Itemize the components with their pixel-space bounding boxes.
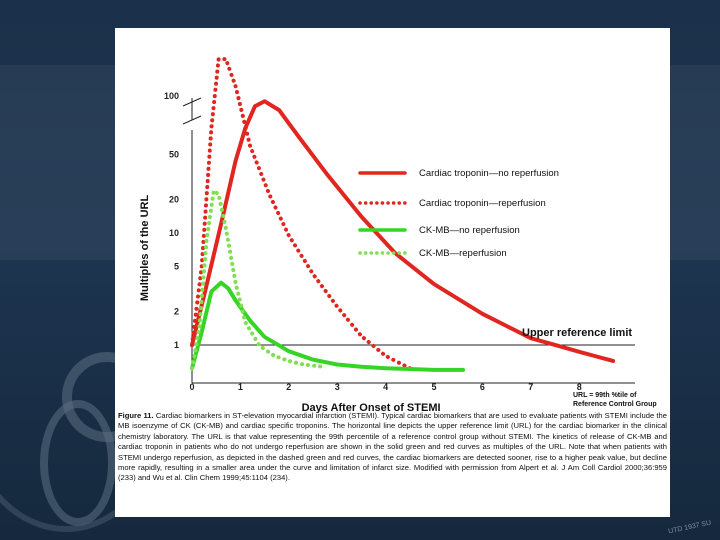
y-axis-label: Multiples of the URL: [139, 195, 151, 302]
url-note: URL = 99th %tile of: [573, 392, 637, 399]
axis-break-mark: [182, 115, 202, 125]
legend-entry: Cardiac troponin—reperfusion: [419, 198, 546, 209]
series-cardiac-troponin-no-reperfusion-line: [190, 99, 616, 363]
x-tick-label: 8: [577, 382, 582, 392]
figure-caption: Figure 11. Cardiac biomarkers in ST-elev…: [115, 411, 670, 484]
seal-stamp: UTD 1937 SU: [667, 519, 712, 536]
x-tick-label: 1: [238, 382, 243, 392]
biomarker-chart: 1 2 5 10 20 50 100 0 1 2 3 4 5 6 7 8 Cardiac troponin—n…: [139, 57, 657, 413]
x-tick-label: 3: [335, 382, 340, 392]
y-tick-label: 2: [174, 306, 179, 316]
y-tick-label: 100: [164, 91, 179, 101]
upper-reference-limit-label: Upper reference limit: [522, 327, 632, 339]
axis-break-mark: [182, 97, 202, 107]
series-ck-mb-no-reperfusion-line: [190, 280, 466, 372]
caption-label: Figure 11.: [118, 411, 154, 420]
url-note: Reference Control Group: [573, 401, 657, 408]
x-axis-label: Days After Onset of STEMI: [302, 402, 441, 413]
figure-slide: 1 2 5 10 20 50 100 0 1 2 3 4 5 6 7 8 Cardiac troponin—n…: [115, 28, 670, 517]
legend-entry: Cardiac troponin—no reperfusion: [419, 168, 559, 179]
caption-text: Cardiac biomarkers in ST-elevation myoca…: [118, 411, 667, 483]
x-tick-label: 2: [286, 382, 291, 392]
legend-entry: CK-MB—reperfusion: [419, 248, 507, 259]
y-tick-label: 20: [169, 194, 179, 204]
y-tick-label: 1: [174, 340, 179, 350]
legend-entry: CK-MB—no reperfusion: [419, 225, 520, 236]
y-tick-label: 5: [174, 262, 179, 272]
y-tick-label: 50: [169, 150, 179, 160]
stethoscope-tube-decoration-icon: [0, 260, 172, 532]
series-cardiac-troponin-reperfusion-line: [190, 57, 412, 371]
x-tick-label: 0: [189, 382, 194, 392]
x-tick-label: 4: [383, 382, 388, 392]
x-tick-label: 6: [480, 382, 485, 392]
y-tick-label: 10: [169, 228, 179, 238]
x-tick-label: 7: [528, 382, 533, 392]
series-ck-mb-reperfusion-line: [190, 188, 325, 371]
x-tick-label: 5: [431, 382, 436, 392]
